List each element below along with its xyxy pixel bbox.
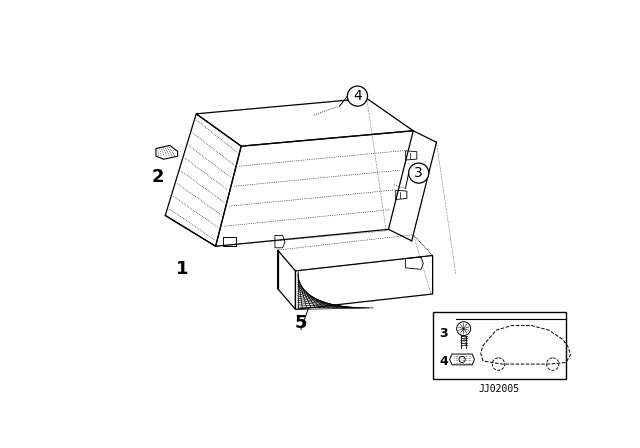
Text: JJ02005: JJ02005 bbox=[479, 384, 520, 395]
Circle shape bbox=[408, 163, 429, 183]
Text: 1: 1 bbox=[176, 260, 189, 278]
Text: 3: 3 bbox=[414, 166, 423, 180]
Text: 3: 3 bbox=[439, 327, 448, 340]
Text: 5: 5 bbox=[294, 314, 307, 332]
Text: 4: 4 bbox=[439, 355, 448, 368]
Text: 4: 4 bbox=[353, 89, 362, 103]
Circle shape bbox=[348, 86, 367, 106]
Text: 2: 2 bbox=[151, 168, 164, 186]
Bar bbox=[433, 312, 566, 379]
